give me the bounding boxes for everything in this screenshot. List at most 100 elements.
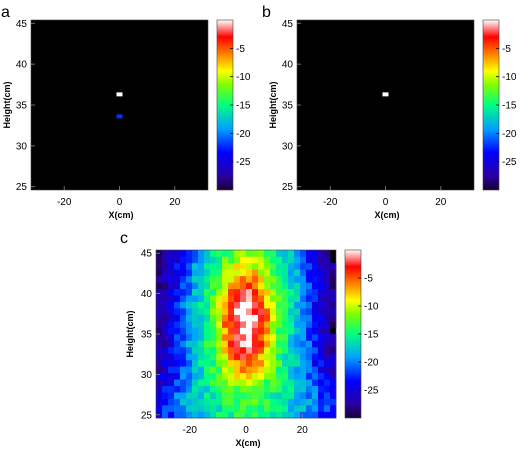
- panel-c-cell: [186, 269, 193, 277]
- panel-c-ylabel: Height(cm): [125, 310, 135, 357]
- panel-c-cell: [198, 359, 205, 367]
- panel-c-cell: [192, 405, 199, 412]
- panel-c-cell: [240, 301, 247, 309]
- panel-c-cell: [216, 372, 223, 380]
- panel-a-label: a: [1, 4, 10, 21]
- panel-c-cell: [186, 372, 193, 380]
- panel-c-cell: [192, 379, 199, 386]
- panel-c-cell: [270, 366, 277, 374]
- panel-c-cell: [162, 411, 169, 419]
- panel-c-cell: [282, 327, 289, 335]
- panel-c-cell: [258, 321, 265, 328]
- panel-c-cell: [306, 269, 313, 277]
- panel-c-cell: [210, 346, 217, 354]
- panel-c-cell: [174, 346, 181, 354]
- colorbar-tick-label: -5: [236, 44, 245, 55]
- panel-a-heatmap-background: [31, 20, 208, 190]
- panel-c-cell: [294, 334, 301, 341]
- y-tick-label: 30: [16, 141, 28, 152]
- panel-c-cell: [324, 398, 331, 406]
- panel-c-cell: [252, 379, 259, 386]
- panel-c-cell: [228, 379, 235, 386]
- panel-c-cell: [168, 275, 175, 283]
- panel-c-cell: [192, 327, 199, 335]
- panel-c-cell: [306, 379, 313, 386]
- panel-c-cell: [324, 256, 331, 264]
- panel-c-cell: [234, 321, 241, 328]
- panel-c-cell: [270, 340, 277, 348]
- panel-c-cell: [216, 327, 223, 335]
- panel-a-point: [116, 92, 123, 97]
- panel-c-cell: [276, 282, 283, 290]
- panel-c-cell: [222, 314, 229, 322]
- panel-c-cell: [180, 295, 187, 302]
- panel-c-cell: [270, 327, 277, 335]
- panel-c-cell: [300, 301, 307, 309]
- panel-c-cell: [306, 392, 313, 399]
- panel-c-cell: [324, 262, 331, 270]
- panel-c-cell: [252, 269, 259, 277]
- panel-c-cell: [324, 275, 331, 283]
- panel-c-cell: [234, 346, 241, 354]
- panel-c-cell: [216, 321, 223, 328]
- panel-c-cell: [234, 295, 241, 302]
- panel-c-cell: [282, 295, 289, 302]
- panel-c-cell: [192, 359, 199, 367]
- panel-c-cell: [240, 359, 247, 367]
- panel-c-cell: [252, 308, 259, 315]
- panel-c-cell: [234, 288, 241, 296]
- panel-c-cell: [234, 301, 241, 309]
- panel-c-cell: [228, 385, 235, 393]
- panel-c-cell: [300, 334, 307, 341]
- panel-c-cell: [288, 366, 295, 374]
- panel-c-cell: [318, 372, 325, 380]
- panel-c-cell: [240, 405, 247, 412]
- panel-c-cell: [240, 392, 247, 399]
- panel-c-cell: [234, 269, 241, 277]
- panel-c-cell: [204, 405, 211, 412]
- panel-b-point: [382, 92, 389, 97]
- panel-c-cell: [168, 314, 175, 322]
- panel-c-cell: [258, 379, 265, 386]
- panel-c-cell: [324, 379, 331, 386]
- panel-c-cell: [330, 288, 337, 296]
- panel-c-cell: [270, 262, 277, 270]
- panel-c-cell: [156, 398, 163, 406]
- x-tick-label: 20: [297, 425, 309, 436]
- panel-c-cell: [234, 282, 241, 290]
- panel-c-cell: [162, 250, 169, 257]
- panel-c-cell: [216, 379, 223, 386]
- panel-c-cell: [240, 256, 247, 264]
- panel-c-cell: [258, 256, 265, 264]
- panel-c-cell: [210, 288, 217, 296]
- panel-c-cell: [228, 334, 235, 341]
- panel-c-cell: [276, 392, 283, 399]
- panel-c-cell: [192, 301, 199, 309]
- panel-c-cell: [162, 308, 169, 315]
- panel-c-cell: [240, 353, 247, 361]
- panel-b-heatmap-background: [297, 20, 474, 190]
- panel-c-cell: [330, 262, 337, 270]
- panel-c-cell: [312, 379, 319, 386]
- panel-c-cell: [246, 262, 253, 270]
- panel-c-cell: [300, 405, 307, 412]
- panel-c-cell: [192, 295, 199, 302]
- panel-c-cell: [300, 385, 307, 393]
- panel-c-cell: [246, 398, 253, 406]
- panel-c-cell: [312, 250, 319, 257]
- panel-c-cell: [306, 288, 313, 296]
- panel-c-cell: [210, 353, 217, 361]
- panel-c-cell: [174, 398, 181, 406]
- panel-c-cell: [264, 269, 271, 277]
- panel-c-cell: [306, 366, 313, 374]
- panel-c-cell: [306, 411, 313, 419]
- panel-c-cell: [186, 308, 193, 315]
- panel-c-cell: [162, 353, 169, 361]
- panel-c-cell: [306, 353, 313, 361]
- panel-c-cell: [204, 262, 211, 270]
- panel-c-cell: [222, 379, 229, 386]
- panel-c-cell: [234, 308, 241, 315]
- panel-c-cell: [156, 295, 163, 302]
- panel-c-cell: [282, 334, 289, 341]
- panel-c-cell: [222, 256, 229, 264]
